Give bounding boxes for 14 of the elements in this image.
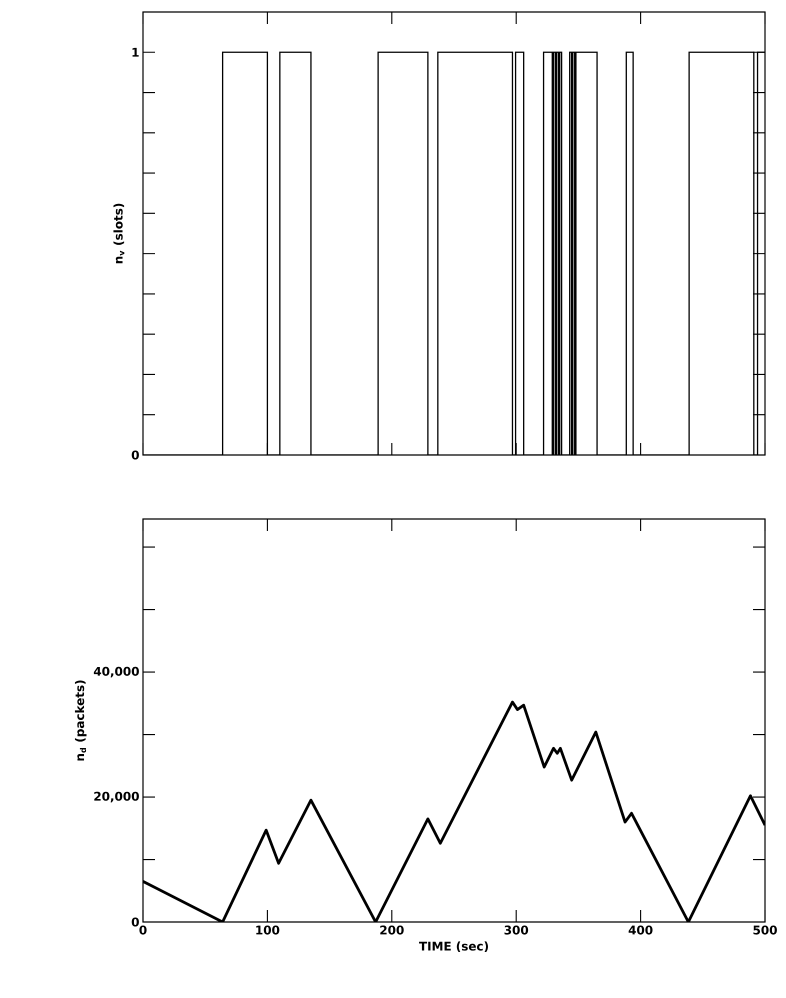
x-axis-title: TIME (sec) — [419, 941, 488, 952]
x-tick-label: 300 — [504, 926, 528, 935]
y-tick-label: 0 — [132, 450, 139, 460]
y-tick-label: 40,000 — [94, 666, 139, 678]
y-tick-label: 20,000 — [94, 792, 139, 802]
x-tick-label: 0 — [139, 926, 147, 935]
x-tick-label: 400 — [628, 926, 653, 935]
y-tick-label: 0 — [132, 917, 139, 927]
y-axis-title: n$_{d}$ (packets) — [74, 680, 87, 761]
x-tick-label: 200 — [380, 926, 404, 935]
x-tick-label: 100 — [256, 926, 280, 935]
y-axis-title: n$_{v}$ (slots) — [113, 204, 124, 264]
x-tick-label: 500 — [753, 926, 777, 935]
y-tick-label: 1 — [132, 48, 139, 57]
